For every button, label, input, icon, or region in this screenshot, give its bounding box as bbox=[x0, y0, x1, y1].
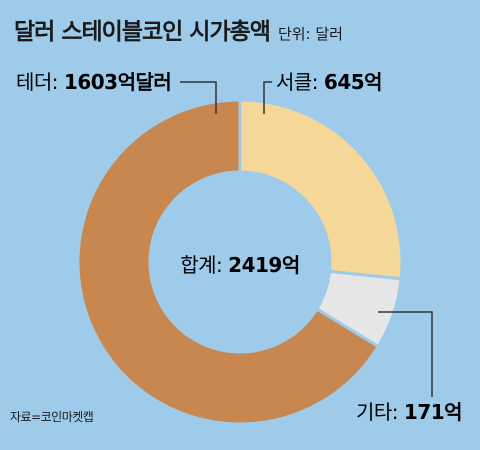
slice-circle bbox=[238, 98, 404, 281]
slice-group bbox=[76, 98, 404, 426]
slice-label-others: 기타: 171억 bbox=[356, 400, 462, 424]
slice-value-others: 171억 bbox=[404, 400, 462, 424]
title-row: 달러 스테이블코인 시가총액 단위: 달러 bbox=[14, 12, 343, 46]
unit-note: 단위: 달러 bbox=[277, 25, 343, 43]
total-label-text: 합계: bbox=[180, 253, 228, 277]
leader-line-group bbox=[180, 81, 433, 397]
slice-label-tether: 테더: 1603억달러 bbox=[16, 70, 171, 94]
slice-label-tether-name: 테더: bbox=[16, 70, 64, 94]
leader-line-others bbox=[378, 311, 433, 397]
chart-title: 달러 스테이블코인 시가총액 bbox=[14, 19, 271, 45]
slice-value-circle: 645억 bbox=[324, 70, 382, 94]
slice-value-tether: 1603억달러 bbox=[64, 70, 171, 94]
total-value: 2419억 bbox=[228, 253, 300, 277]
leader-line-tether bbox=[180, 81, 217, 114]
slice-label-circle-name: 서클: bbox=[276, 70, 324, 94]
slice-label-circle: 서클: 645억 bbox=[276, 70, 382, 94]
leader-line-circle bbox=[263, 81, 272, 114]
source-note: 자료=코인마켓캡 bbox=[10, 410, 94, 424]
total-label: 합계: 2419억 bbox=[180, 253, 299, 277]
slice-label-others-name: 기타: bbox=[356, 400, 404, 424]
slice-tether bbox=[76, 98, 381, 426]
